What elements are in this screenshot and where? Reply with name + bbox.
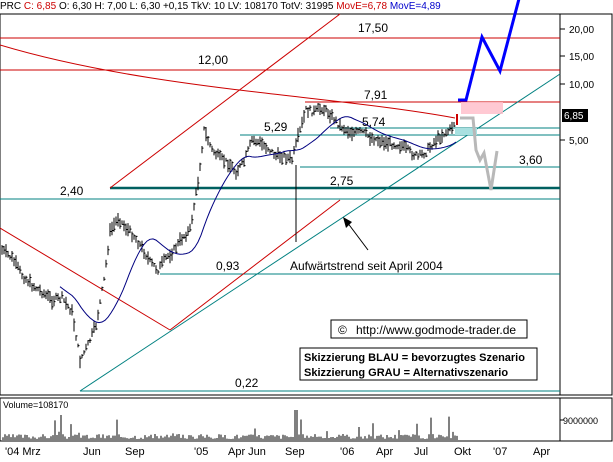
level-label-093: 0,93 — [216, 259, 240, 273]
header-move-2: MovE=4,89 — [389, 1, 441, 12]
level-label-529: 5,29 — [264, 120, 288, 134]
volume-axis-area — [559, 397, 613, 442]
time-axis-label: Okt — [454, 446, 471, 458]
blue-scenario-path — [458, 0, 521, 102]
moving-average-line — [59, 116, 457, 324]
time-axis-label: Jul — [414, 446, 428, 458]
volume-bars — [2, 410, 458, 440]
red-channel-upper — [109, 13, 341, 189]
header-low: L: 6,30 — [129, 1, 161, 12]
resistance-zone — [461, 102, 503, 114]
copyright-symbol: © — [338, 323, 347, 337]
price-axis-label: 15,00 — [569, 52, 594, 63]
time-axis-label: Sep — [125, 446, 145, 458]
level-label-791: 7,91 — [364, 88, 388, 102]
time-axis-label: Apr Jun — [228, 446, 266, 458]
header-tkv: TkV: 10 — [190, 1, 225, 12]
time-axis-label: Apr — [533, 446, 550, 458]
copyright-box — [330, 319, 528, 339]
price-axis-label: 5,00 — [569, 136, 589, 147]
current-price-box — [562, 109, 588, 122]
time-axis: '04 Mrz Jun Sep '05 Apr Jun Sep '06 Apr … — [5, 446, 550, 458]
uptrend-line — [79, 73, 561, 392]
red-channel-lower — [169, 199, 341, 331]
trend-lines — [0, 13, 561, 392]
red-resistance-curve — [0, 44, 456, 119]
volume-label: Volume=108170 — [3, 400, 68, 410]
quote-header: PRC C: 6,85 O: 6,30 H: 7,00 L: 6,30 +0,1… — [0, 0, 441, 14]
volume-axis-label: 9000000 — [563, 416, 598, 426]
header-high: H: 7,00 — [94, 1, 127, 12]
legend-blue-text: Skizzierung BLAU = bevorzugtes Szenario — [304, 352, 525, 364]
trend-arrow-line — [346, 221, 369, 251]
time-axis-label: Sep — [285, 446, 305, 458]
price-axis-label: 10,00 — [569, 80, 594, 91]
price-axis-area — [559, 13, 613, 396]
scenario-legend-box — [299, 347, 538, 381]
level-label-1750: 17,50 — [358, 21, 388, 35]
level-label-240: 2,40 — [60, 184, 84, 198]
level-label-275: 2,75 — [330, 174, 354, 188]
trend-arrow-head — [343, 217, 352, 228]
time-axis-label: Apr — [376, 446, 393, 458]
time-axis-label: '06 — [340, 446, 354, 458]
price-axis: 20,00 15,00 10,00 5,00 6,85 — [560, 25, 594, 147]
copyright-url: http://www.godmode-trader.de — [356, 323, 516, 337]
header-change: +0,15 — [162, 1, 189, 12]
level-label-360: 3,60 — [519, 153, 543, 167]
header-totv: TotV: 31995 — [280, 1, 334, 12]
level-label-022: 0,22 — [235, 376, 259, 390]
level-label-1200: 12,00 — [198, 53, 228, 67]
price-axis-label: 20,00 — [569, 25, 594, 36]
support-zone — [455, 128, 477, 135]
header-close: C: 6,85 — [23, 1, 57, 12]
price-bars — [1, 103, 456, 369]
volume-panel-frame — [0, 397, 561, 442]
header-symbol: PRC — [0, 1, 22, 12]
time-axis-label: '07 — [493, 446, 507, 458]
time-axis-label: '05 — [194, 446, 208, 458]
time-axis-label: Jun — [83, 446, 101, 458]
current-price-label: 6,85 — [564, 111, 584, 122]
trend-annotation: Aufwärtstrend seit April 2004 — [290, 259, 443, 273]
grey-scenario-path — [460, 116, 499, 191]
header-lv: LV: 108170 — [227, 1, 278, 12]
header-move-1: MovE=6,78 — [336, 1, 388, 12]
time-axis-label: '04 Mrz — [5, 446, 41, 458]
header-open: O: 6,30 — [58, 1, 92, 12]
horizontal-levels — [0, 37, 560, 392]
red-downtrend — [0, 227, 171, 331]
level-label-574: 5,74 — [362, 115, 386, 129]
legend-grey-text: Skizzierung GRAU = Alternativszenario — [304, 367, 508, 379]
